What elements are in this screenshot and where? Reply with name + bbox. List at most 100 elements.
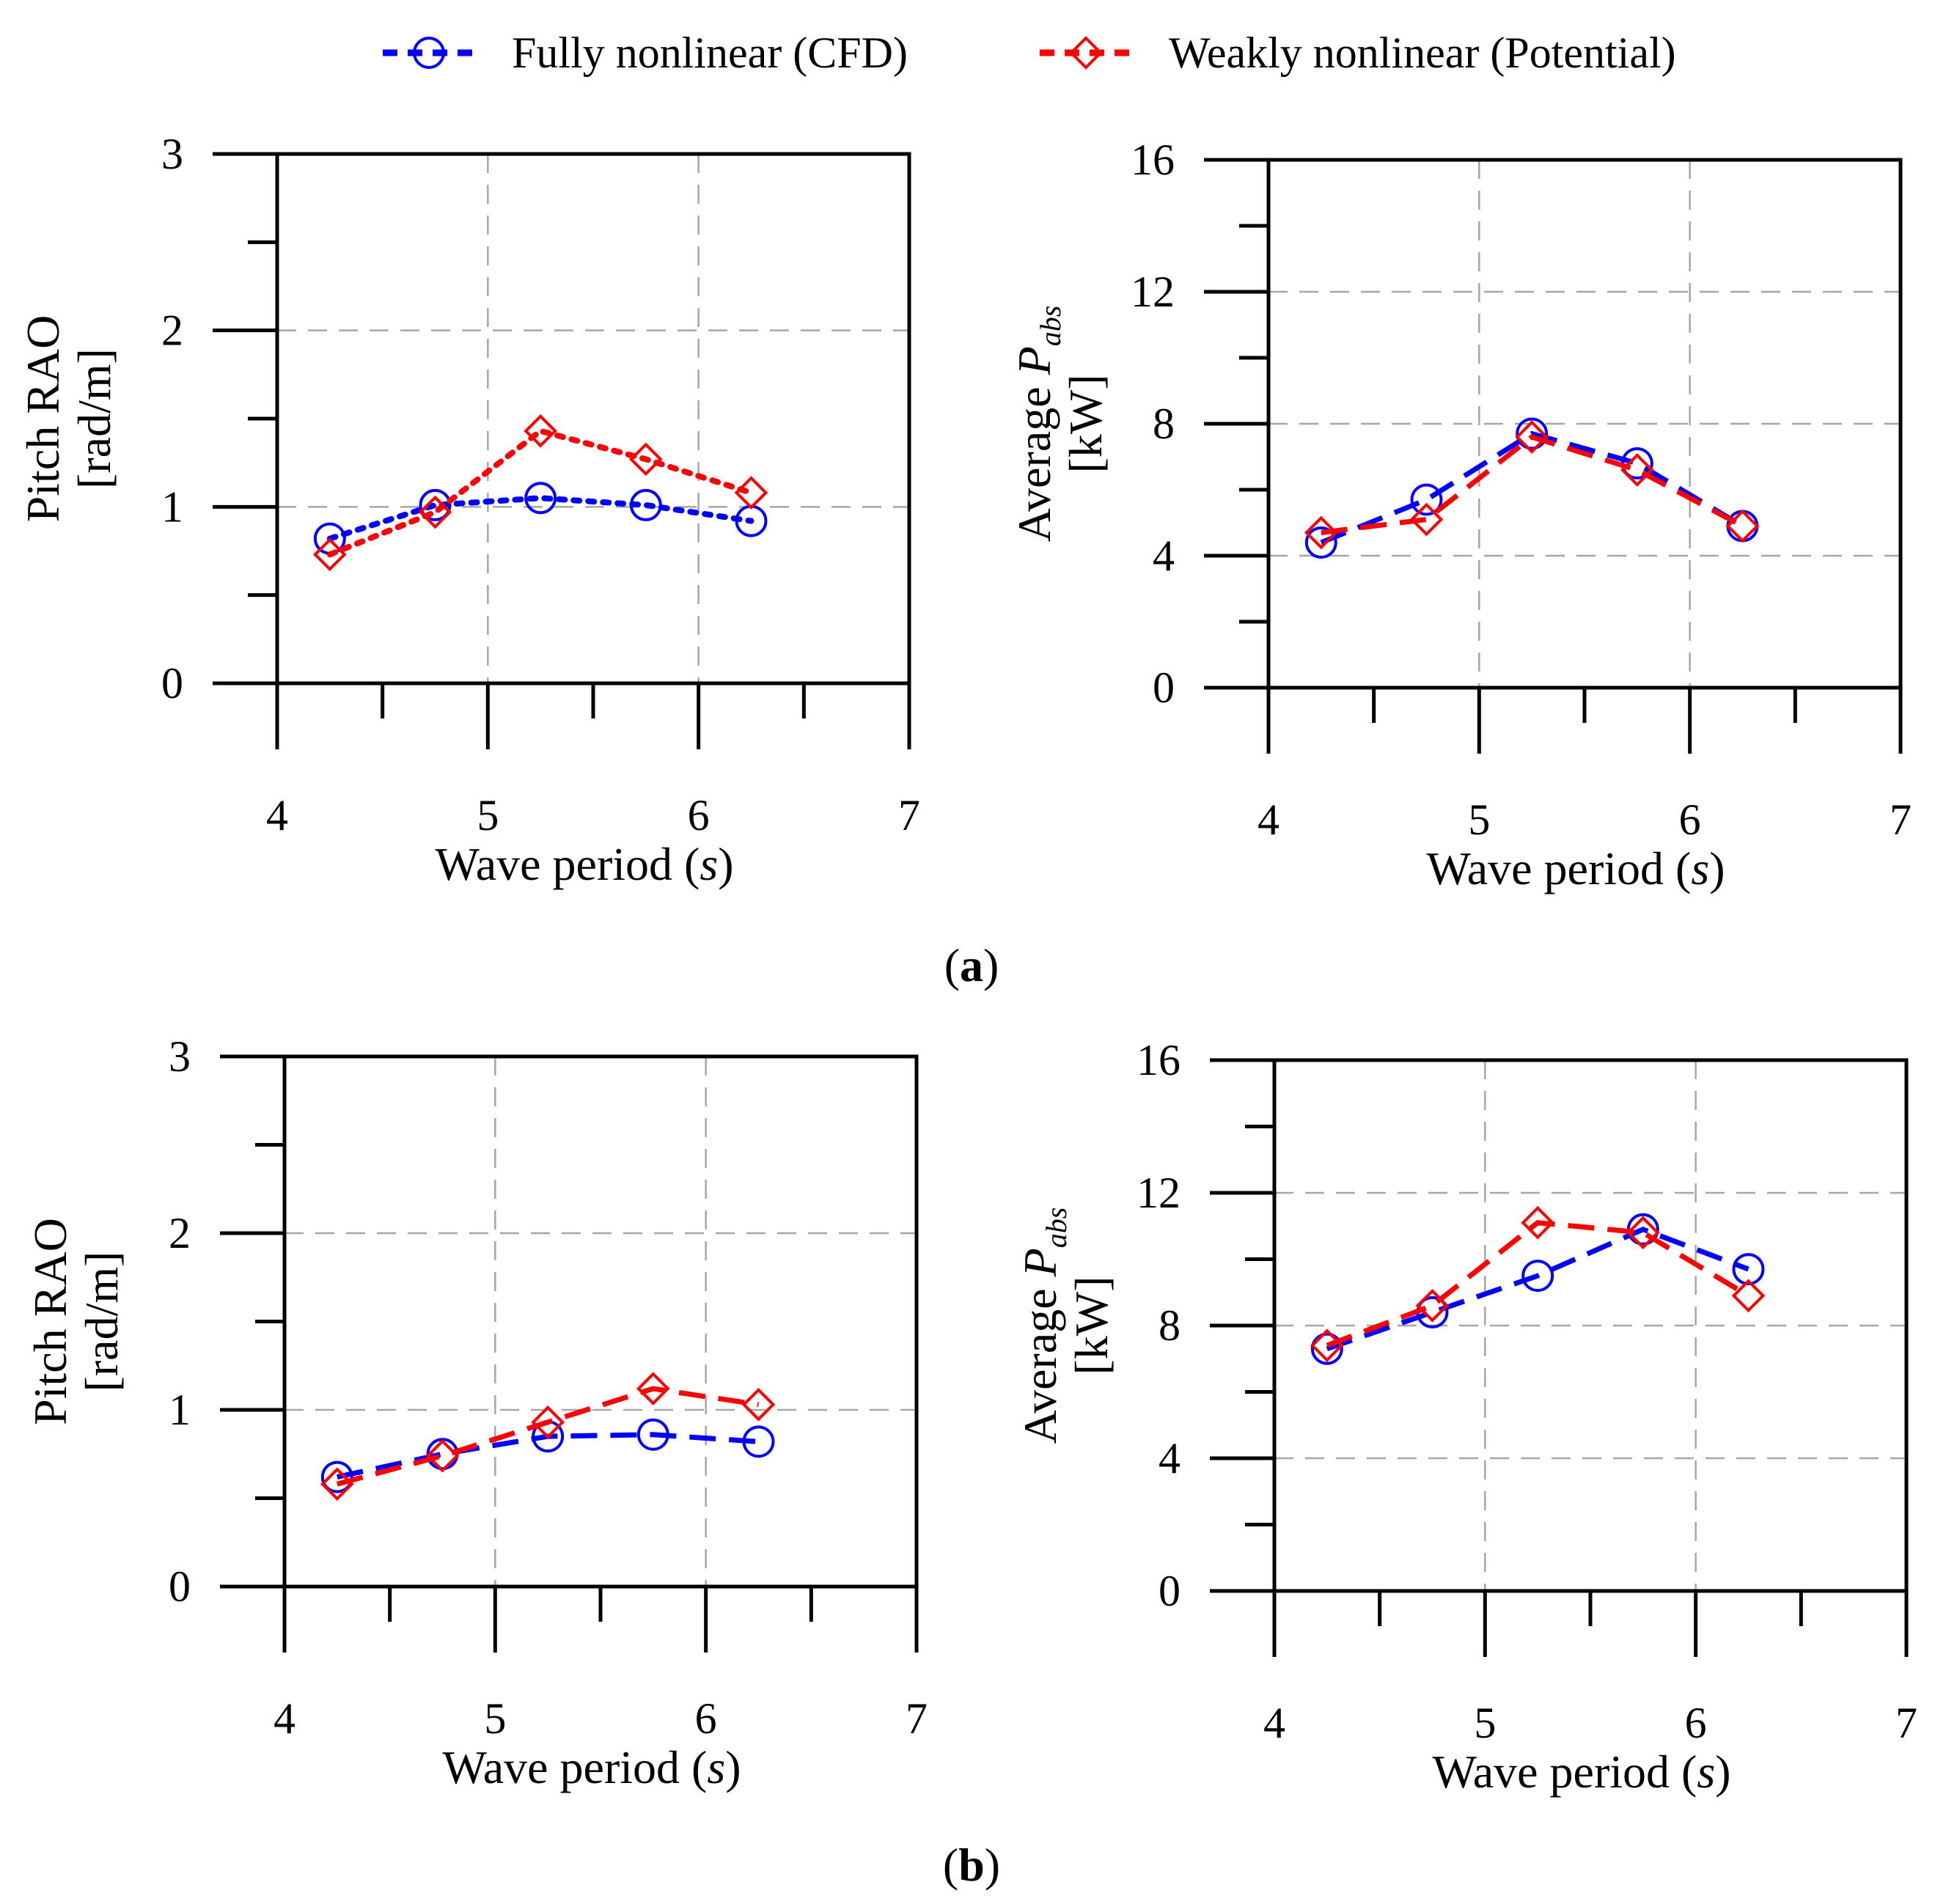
x-tick-labels: 4 5 6 7 <box>266 791 920 839</box>
y-tick-labels: 0 4 8 12 16 <box>1137 1036 1181 1615</box>
x-tick-label: 6 <box>1679 795 1701 844</box>
potential-diamond-marker <box>636 1372 670 1405</box>
y-tick-label: 12 <box>1131 268 1175 316</box>
chart-b-pitch-rao: 4 5 6 7 0 1 2 3 Wave period (s) Pitch RAO [rad/m] <box>24 1032 928 1793</box>
y-axis-label-variable: P <box>1008 346 1060 375</box>
panel-caption-a: (a) <box>944 939 999 991</box>
y-axis-label-line1: Pitch RAO <box>17 315 69 523</box>
potential-diamond-marker <box>531 1405 565 1439</box>
x-tick-label: 6 <box>688 791 710 839</box>
panel-caption-b-letter: b <box>958 1839 985 1891</box>
legend-entry-potential: Weakly nonlinear (Potential) <box>1040 29 1676 77</box>
series-potential-line <box>1321 434 1744 535</box>
x-axis-label: Wave period (s) <box>442 1741 741 1793</box>
potential-diamond-marker <box>1310 1328 1344 1362</box>
x-axis-label-unit: s <box>1697 1746 1715 1798</box>
potential-diamond-marker <box>418 495 452 529</box>
potential-diamond-marker <box>425 1438 460 1473</box>
legend-potential-label: Weakly nonlinear (Potential) <box>1169 29 1676 77</box>
y-tick-labels: 0 4 8 12 16 <box>1131 136 1175 712</box>
y-axis-label-line2: [kW] <box>1065 1276 1117 1375</box>
y-tick-label: 8 <box>1159 1301 1181 1350</box>
potential-diamond-marker <box>1620 453 1654 487</box>
series-potential-line <box>1326 1220 1750 1348</box>
x-axis-label-unit: s <box>707 1741 725 1793</box>
potential-diamond-marker <box>1409 502 1444 537</box>
x-tick-labels: 4 5 6 7 <box>273 1694 928 1743</box>
y-tick-label: 2 <box>161 306 183 355</box>
x-tick-label: 6 <box>695 1694 717 1743</box>
potential-diamond-marker <box>1521 1205 1554 1240</box>
panel-caption-b: (b) <box>943 1839 1000 1891</box>
y-tick-label: 0 <box>169 1562 191 1611</box>
gridlines <box>277 154 909 683</box>
potential-diamond-marker <box>1515 420 1549 454</box>
y-axis-label-line1: Average Pabs <box>1014 1208 1073 1444</box>
y-tick-label: 0 <box>1159 1567 1181 1615</box>
legend-cfd-circle-marker <box>413 37 445 69</box>
series-cfd-line <box>1326 1226 1749 1351</box>
x-tick-label: 7 <box>1890 795 1912 844</box>
potential-diamond-marker <box>313 537 347 572</box>
y-axis-ticks <box>220 1054 284 1589</box>
potential-diamond-marker <box>524 414 557 448</box>
y-tick-label: 8 <box>1153 400 1175 448</box>
y-axis-label-line2: [kW] <box>1060 374 1112 473</box>
x-tick-label: 7 <box>906 1694 928 1743</box>
cfd-circle-marker <box>419 488 452 521</box>
y-tick-label: 2 <box>169 1209 191 1257</box>
x-axis-label-suffix: ) <box>725 1741 741 1793</box>
potential-diamond-marker <box>734 476 768 510</box>
y-tick-label: 12 <box>1137 1169 1181 1217</box>
x-axis-label-prefix: Wave period ( <box>1432 1746 1697 1798</box>
y-axis-ticks <box>213 152 277 685</box>
y-tick-label: 4 <box>1153 532 1175 580</box>
cfd-circle-marker <box>1732 1253 1765 1286</box>
x-tick-label: 7 <box>898 791 920 839</box>
potential-diamond-marker <box>741 1387 776 1422</box>
y-axis-label-variable: P <box>1014 1248 1066 1277</box>
gridlines <box>1268 160 1901 688</box>
series-potential-line <box>326 427 754 558</box>
y-tick-label: 0 <box>161 659 183 707</box>
potential-diamond-marker <box>1725 509 1760 543</box>
y-axis-label-text: Average <box>1008 375 1060 542</box>
series-cfd-line <box>326 495 754 542</box>
y-axis-label-subscript: abs <box>1034 306 1067 347</box>
legend: Fully nonlinear (CFD) Weakly nonlinear (… <box>383 29 1676 77</box>
chart-a-pitch-rao: 4 5 6 7 0 1 2 3 Wave period (s) Pitch RAO [rad/m] <box>17 130 920 890</box>
series-potential-line <box>336 1386 760 1487</box>
y-tick-labels: 0 1 2 3 <box>169 1032 191 1611</box>
cfd-circle-marker <box>320 1460 353 1493</box>
x-tick-label: 6 <box>1685 1699 1707 1747</box>
legend-cfd-label: Fully nonlinear (CFD) <box>512 29 908 77</box>
x-axis-ticks <box>1272 1591 1909 1657</box>
x-tick-labels: 4 5 6 7 <box>1263 1699 1917 1747</box>
gridlines <box>284 1056 917 1587</box>
legend-entry-cfd: Fully nonlinear (CFD) <box>383 29 908 77</box>
y-tick-label: 1 <box>161 482 183 531</box>
y-tick-label: 16 <box>1131 136 1175 184</box>
y-tick-label: 16 <box>1137 1036 1181 1084</box>
x-axis-label-prefix: Wave period ( <box>442 1741 707 1793</box>
x-axis-ticks <box>275 683 911 749</box>
cfd-circle-marker <box>1304 526 1337 559</box>
x-axis-ticks <box>282 1587 919 1653</box>
y-axis-label-subscript: abs <box>1040 1208 1073 1249</box>
cfd-circle-marker <box>1521 1260 1554 1293</box>
y-axis-label-line1: Pitch RAO <box>24 1218 76 1425</box>
cfd-circle-marker <box>1516 417 1549 450</box>
series-potential <box>320 1372 776 1501</box>
x-axis-label-suffix: ) <box>1715 1746 1730 1798</box>
potential-diamond-marker <box>320 1467 354 1501</box>
potential-diamond-marker <box>629 442 663 477</box>
x-tick-label: 5 <box>484 1694 506 1743</box>
x-axis-label-prefix: Wave period ( <box>1426 842 1691 894</box>
potential-diamond-marker <box>1415 1289 1450 1323</box>
y-axis-label-line2: [rad/m] <box>76 1251 128 1392</box>
x-tick-label: 4 <box>273 1694 295 1743</box>
x-tick-label: 5 <box>477 791 499 839</box>
legend-potential-diamond-marker <box>1069 36 1103 70</box>
y-tick-label: 3 <box>161 130 183 178</box>
